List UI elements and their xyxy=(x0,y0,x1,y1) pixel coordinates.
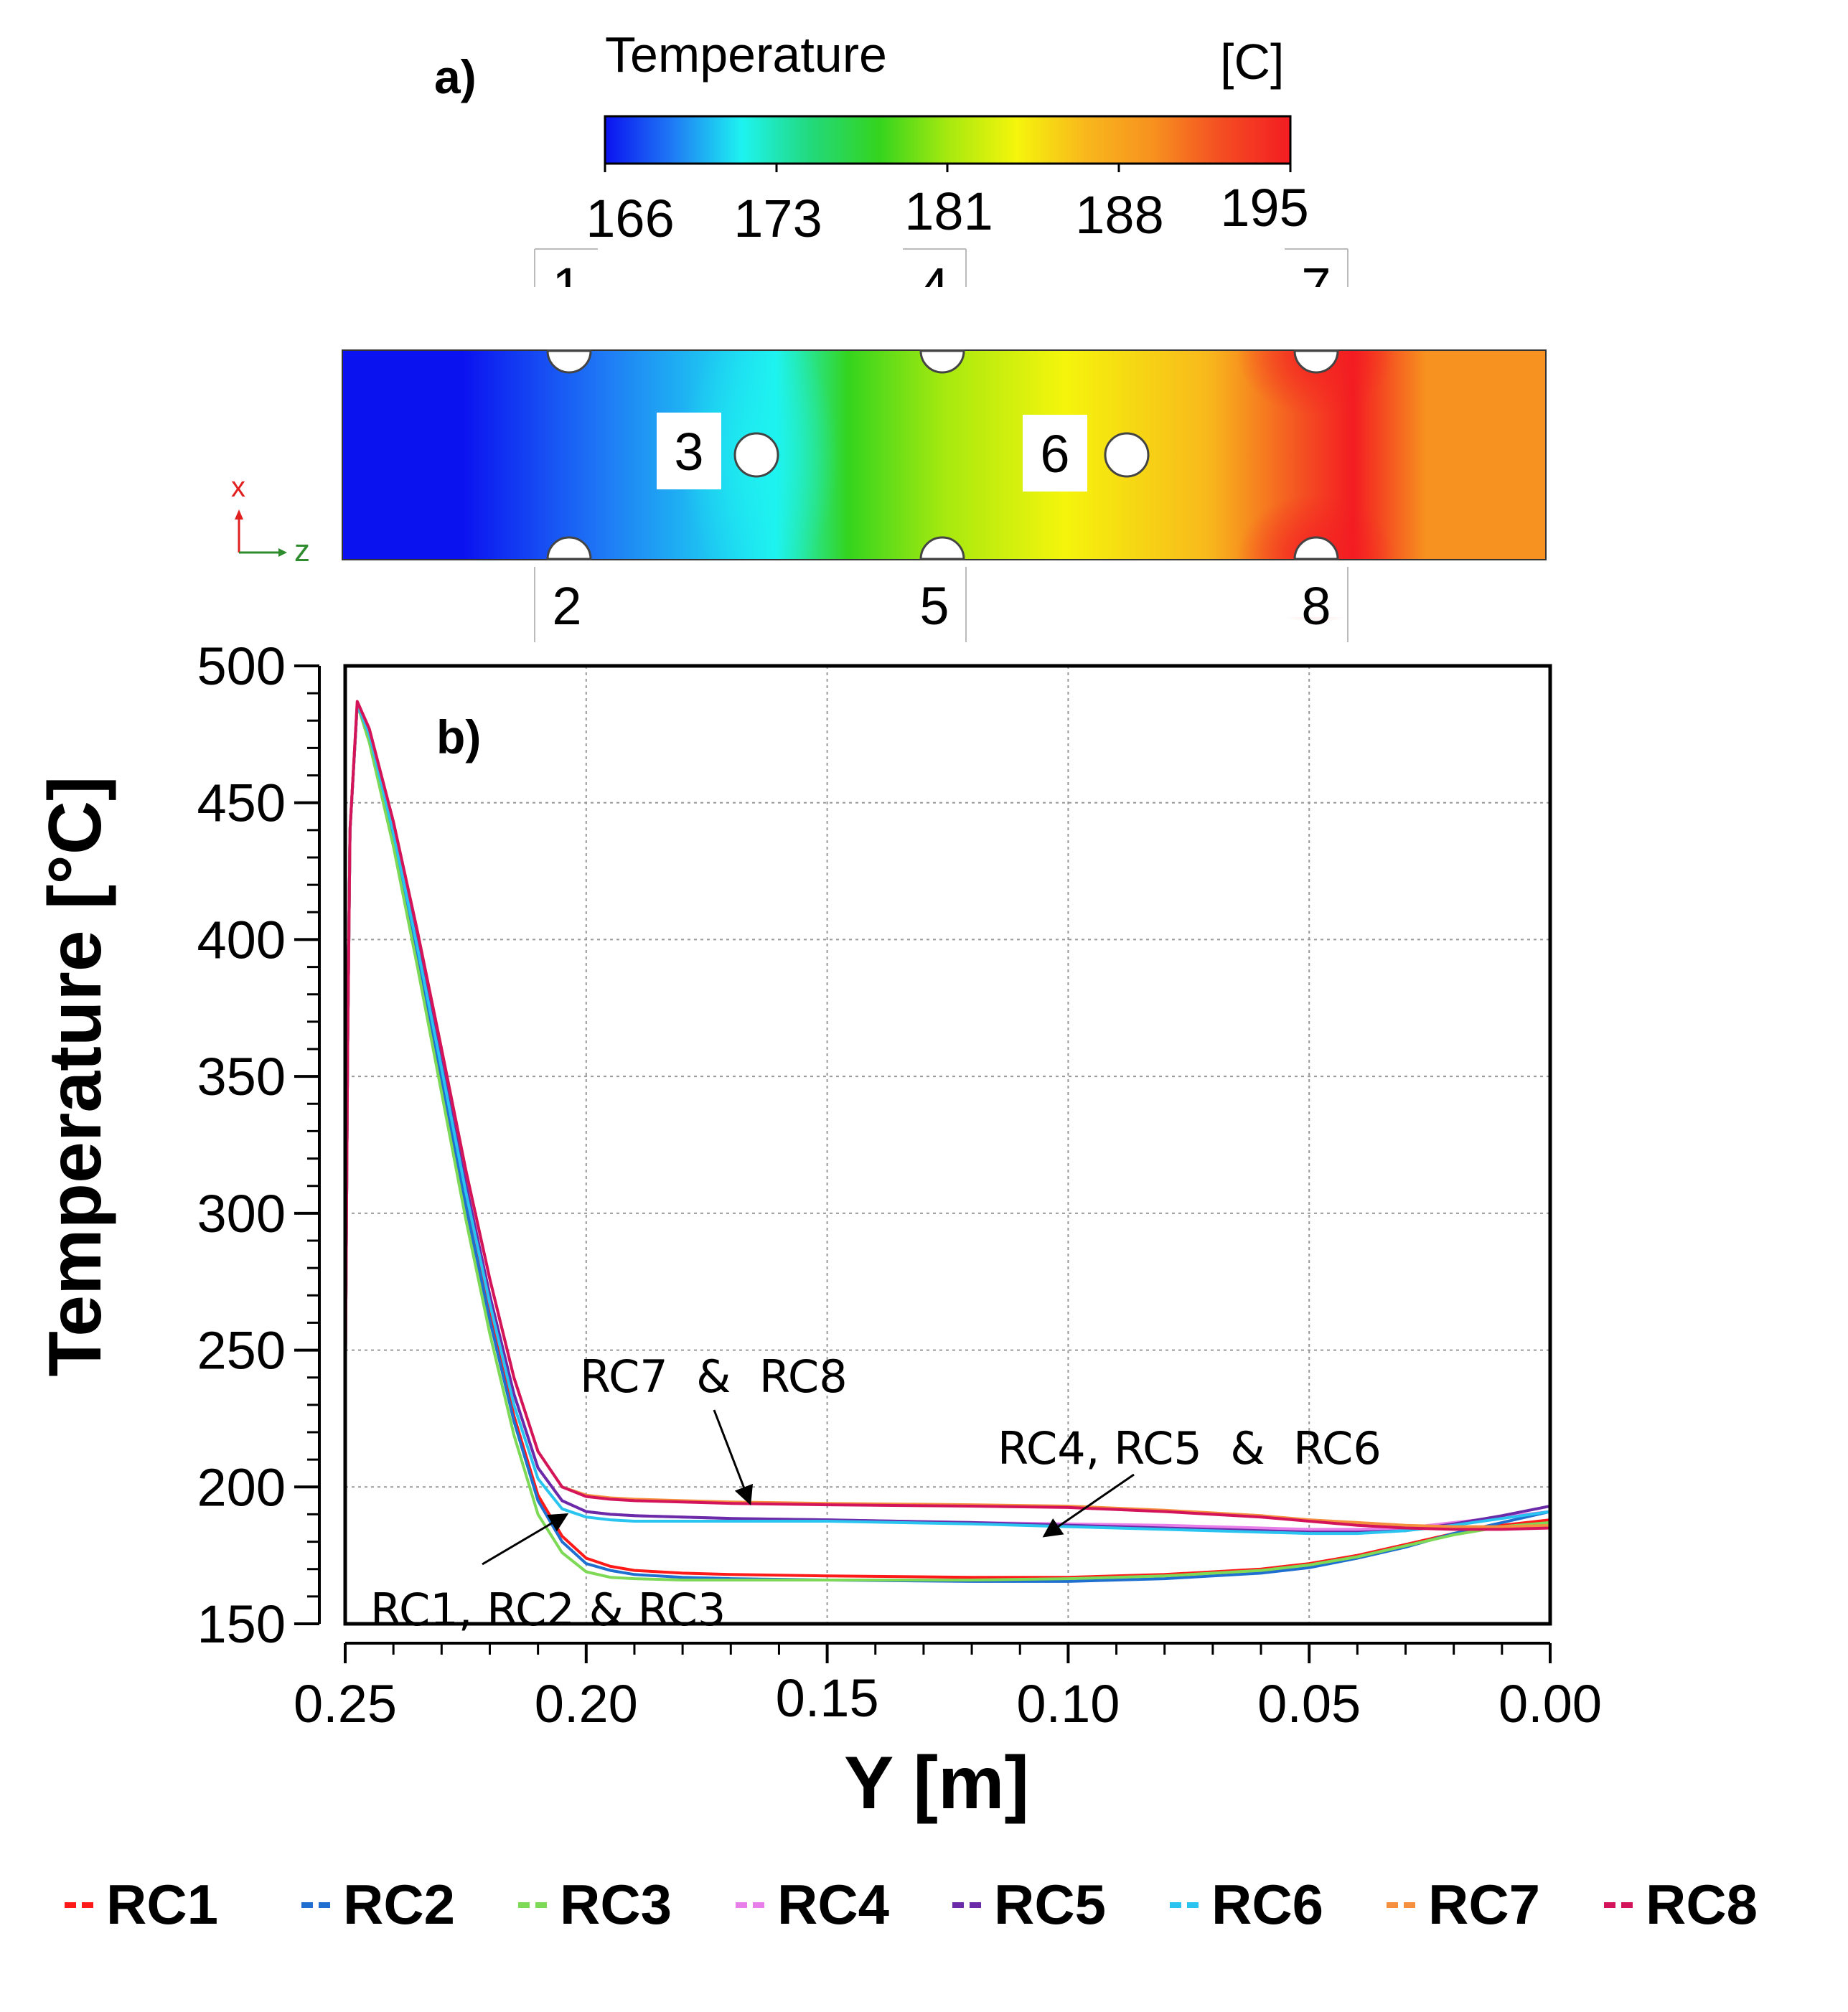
x-tick-label: 0.00 xyxy=(1498,1674,1602,1734)
series-line-rc8 xyxy=(344,700,1551,1531)
legend-label-rc7: RC7 xyxy=(1428,1873,1540,1936)
sensor-hole-8 xyxy=(1293,536,1339,560)
grid xyxy=(345,666,1550,1624)
sensor-hole-7 xyxy=(1293,349,1339,374)
annotation-rc7-rc8: RC7 & RC8 xyxy=(580,1350,848,1403)
legend-label-rc4: RC4 xyxy=(777,1873,889,1936)
axis-x-label: x xyxy=(231,471,245,503)
axis-triad: x z xyxy=(231,471,310,568)
sensor-label-8: 8 xyxy=(1301,576,1331,636)
sensor-label-5: 5 xyxy=(919,576,949,636)
colorbar-tick-181: 181 xyxy=(904,182,993,241)
x-axis-title: Y [m] xyxy=(844,1741,1029,1825)
sensor-hole-6 xyxy=(1104,432,1150,478)
y-tick-label: 500 xyxy=(197,636,286,696)
sensor-label-3: 3 xyxy=(674,422,703,481)
annotations: RC7 & RC8 RC4, RC5 & RC6 RC1, RC2 & RC3 xyxy=(370,1350,1382,1636)
x-axis: 0.25 0.20 0.15 0.10 0.05 0.00 xyxy=(294,1642,1602,1734)
colorbar-tick-labels: 166 173 181 188 195 xyxy=(586,178,1308,248)
panel-b-label: b) xyxy=(436,710,481,763)
y-tick-label: 400 xyxy=(197,910,286,969)
y-tick-label: 150 xyxy=(197,1594,286,1654)
sensor-hole-4 xyxy=(919,349,965,374)
y-tick-label: 250 xyxy=(197,1321,286,1381)
panel-a-label: a) xyxy=(434,50,477,103)
colorbar-title: Temperature xyxy=(605,27,887,83)
y-tick-label: 350 xyxy=(197,1047,286,1106)
plot-frame xyxy=(343,664,1552,1626)
legend-label-rc2: RC2 xyxy=(343,1873,455,1936)
legend-label-rc1: RC1 xyxy=(106,1873,218,1936)
y-axis-title: Temperature [°C] xyxy=(34,776,117,1376)
sensor-hole-5 xyxy=(919,536,965,560)
x-tick-label: 0.20 xyxy=(535,1674,638,1734)
sensor-hole-2 xyxy=(546,536,592,560)
series-line-rc7 xyxy=(344,700,1551,1528)
sensor-label-6: 6 xyxy=(1040,424,1069,484)
temperature-field: 3 6 xyxy=(0,215,1848,623)
x-tick-label: 0.15 xyxy=(776,1668,879,1728)
y-tick-label: 300 xyxy=(197,1184,286,1244)
x-tick-label: 0.10 xyxy=(1016,1674,1120,1734)
colorbar-tick-166: 166 xyxy=(586,189,674,248)
colorbar xyxy=(604,115,1292,165)
axis-z-label: z xyxy=(294,533,310,568)
annotation-arrow-rc1-rc2-rc3 xyxy=(482,1513,569,1566)
annotation-arrow-rc7-rc8 xyxy=(713,1409,754,1505)
y-tick-label: 200 xyxy=(197,1457,286,1517)
series-line-rc5 xyxy=(344,702,1551,1534)
annotation-rc1-rc2-rc3: RC1, RC2 & RC3 xyxy=(370,1584,726,1636)
sensor-hole-3 xyxy=(733,432,779,478)
sensor-hole-1 xyxy=(546,349,592,374)
series-line-rc3 xyxy=(344,702,1551,1581)
y-tick-label: 450 xyxy=(197,774,286,833)
legend-label-rc3: RC3 xyxy=(560,1873,672,1936)
sensor-label-2: 2 xyxy=(552,576,581,636)
panel-a: a) Temperature [C] 166 173 181 188 195 1 xyxy=(0,27,1848,642)
colorbar-unit: [C] xyxy=(1220,34,1284,90)
annotation-arrow-rc4-rc5-rc6 xyxy=(1042,1473,1135,1538)
x-tick-label: 0.25 xyxy=(294,1674,397,1734)
legend: RC1 RC2 RC3 RC4 RC5 RC6 RC7 RC8 xyxy=(65,1873,1758,1936)
sensor-holes xyxy=(546,349,1339,560)
annotation-rc4-rc5-rc6: RC4, RC5 & RC6 xyxy=(998,1422,1382,1475)
colorbar-tick-marks xyxy=(604,164,1292,172)
legend-label-rc8: RC8 xyxy=(1646,1873,1758,1936)
legend-label-rc5: RC5 xyxy=(994,1873,1106,1936)
colorbar-tick-195: 195 xyxy=(1220,178,1308,238)
series-line-rc4 xyxy=(344,702,1551,1531)
legend-label-rc6: RC6 xyxy=(1211,1873,1323,1936)
series-line-rc6 xyxy=(344,702,1551,1536)
y-axis: 150 200 250 300 350 400 450 500 xyxy=(197,636,321,1654)
sensor-labels-bottom: 2 5 8 xyxy=(534,567,1349,642)
colorbar-tick-173: 173 xyxy=(733,189,822,248)
colorbar-tick-188: 188 xyxy=(1075,185,1163,245)
line-chart: 150 200 250 300 350 400 450 500 0.25 0.20 0.15 0.1… xyxy=(34,636,1758,1936)
x-tick-label: 0.05 xyxy=(1257,1674,1361,1734)
series-lines xyxy=(344,700,1551,1583)
